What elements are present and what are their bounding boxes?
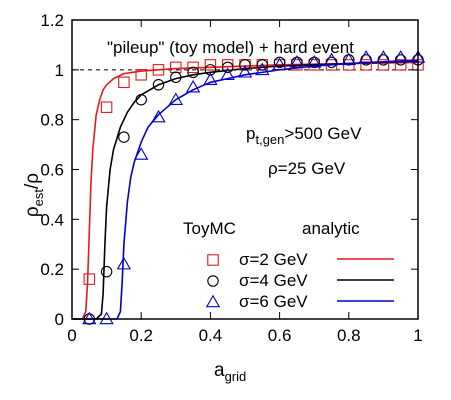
y-axis-label-suffix: /ρ	[22, 173, 43, 189]
toy-point-square	[170, 61, 182, 74]
toy-point-square	[360, 59, 372, 71]
toy-point-triangle	[324, 52, 339, 66]
toy-point-circle	[204, 64, 217, 76]
chart-title: "pileup" (toy model) + hard event	[107, 38, 354, 57]
legend-series-label: σ=2 GeV	[239, 250, 308, 269]
annotation-pt-cut: pt,gen>500 GeV	[246, 124, 362, 147]
toy-point-circle	[325, 56, 338, 69]
toy-point-triangle	[341, 52, 356, 66]
x-tick-label: 0	[67, 326, 76, 345]
y-tick-label: 0.2	[40, 260, 64, 279]
toy-point-triangle	[185, 79, 201, 93]
toy-point-circle	[256, 59, 269, 71]
legend-header-analytic: analytic	[302, 219, 360, 238]
toy-point-circle	[239, 59, 251, 71]
annotation-rho: ρ=25 GeV	[268, 159, 346, 178]
y-tick-label: 0.8	[40, 111, 64, 130]
toy-point-triangle	[393, 50, 408, 63]
analytic-curve-0	[72, 61, 419, 320]
toy-point-triangle	[151, 109, 166, 123]
toy-point-circle	[170, 71, 182, 84]
y-axis-label: ρest/ρ	[22, 173, 46, 217]
toy-point-circle	[100, 265, 113, 278]
y-tick-label: 1.2	[40, 11, 64, 30]
legend-marker-circle	[207, 275, 219, 287]
toy-markers	[82, 50, 426, 325]
annotation-pt-suffix: >500 GeV	[284, 124, 362, 143]
legend-marker-square	[207, 254, 219, 266]
toy-point-square	[152, 64, 165, 76]
toy-point-square	[377, 59, 390, 71]
toy-point-triangle	[99, 311, 114, 325]
toy-point-triangle	[376, 50, 391, 63]
annotation-pt-sub: t,gen	[255, 132, 284, 147]
y-tick-label: 1	[55, 61, 64, 80]
x-tick-label: 0.8	[337, 326, 361, 345]
axis-ticks: 0 0.2 0.4 0.6 0.8 1 0 0.2 0.4 0.6 0.8 1 1.2	[40, 11, 422, 345]
y-axis-label-sub: est	[31, 189, 46, 207]
toy-point-square	[187, 61, 199, 74]
toy-point-triangle	[82, 311, 97, 325]
toy-point-triangle	[289, 55, 305, 68]
toy-point-triangle	[220, 67, 235, 81]
x-tick-label: 1	[413, 326, 422, 345]
annotation-pt-main: p	[246, 124, 255, 143]
toy-point-triangle	[255, 62, 270, 76]
x-tick-label: 0.4	[199, 326, 223, 345]
toy-point-circle	[152, 79, 165, 91]
legend-series-label: σ=6 GeV	[239, 292, 308, 311]
x-axis-label: agrid	[214, 360, 246, 384]
toy-point-square	[100, 101, 113, 113]
legend: ToyMC analytic σ=2 GeV σ=4 GeV σ=6 GeV	[183, 219, 394, 311]
toy-point-circle	[273, 56, 286, 69]
toy-point-triangle	[203, 72, 218, 86]
toy-point-circle	[187, 66, 199, 79]
toy-point-triangle	[168, 92, 183, 105]
toy-point-triangle	[134, 147, 149, 160]
toy-point-circle	[221, 61, 234, 74]
legend-header-toymc: ToyMC	[183, 219, 236, 238]
legend-series-label: σ=4 GeV	[239, 271, 308, 290]
legend-rows: σ=2 GeV σ=4 GeV σ=6 GeV	[205, 250, 394, 311]
toy-point-square	[204, 59, 217, 71]
y-tick-label: 0.4	[40, 210, 64, 229]
toy-point-square	[83, 273, 96, 285]
legend-marker-triangle	[205, 294, 221, 308]
analytic-curve-1	[72, 60, 419, 320]
toy-point-triangle	[116, 256, 132, 270]
toy-point-square	[221, 59, 234, 71]
toy-point-square	[135, 69, 147, 81]
plot-area: 0 0.2 0.4 0.6 0.8 1 0 0.2 0.4 0.6 0.8 1 1.2	[40, 11, 426, 345]
x-tick-label: 0.6	[268, 326, 292, 345]
x-tick-label: 0.2	[129, 326, 153, 345]
toy-point-triangle	[307, 55, 322, 68]
toy-point-square	[394, 59, 407, 71]
toy-point-circle	[118, 131, 130, 143]
toy-point-square	[118, 76, 130, 89]
y-tick-label: 0.6	[40, 161, 64, 180]
toy-point-triangle	[272, 57, 287, 71]
toy-point-circle	[135, 93, 147, 106]
x-axis-label-sub: grid	[225, 369, 247, 384]
x-axis-label-main: a	[214, 360, 225, 381]
y-axis-label-main: ρ	[22, 206, 43, 217]
toy-point-triangle	[358, 50, 374, 63]
y-tick-label: 0	[55, 310, 64, 329]
toy-point-triangle	[237, 64, 253, 78]
